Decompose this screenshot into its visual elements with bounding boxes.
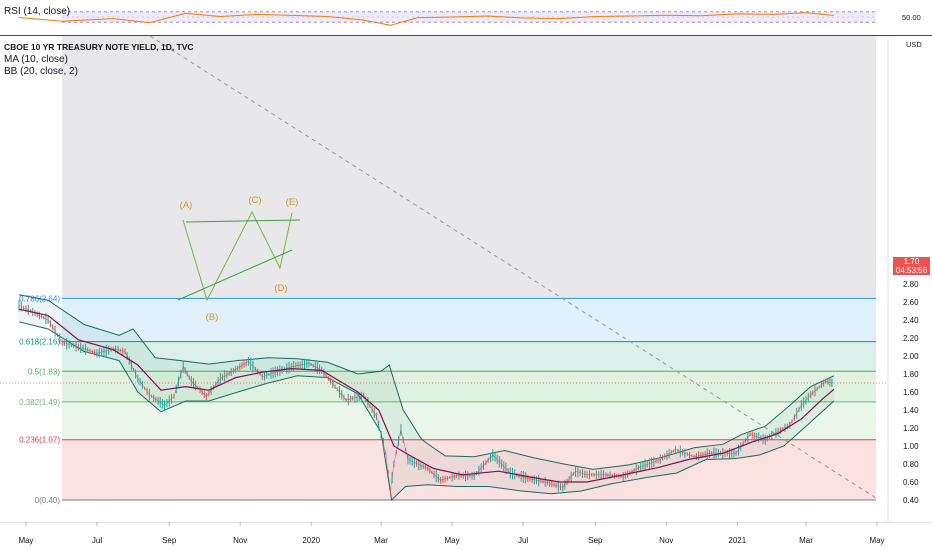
x-tick-label: Jul	[518, 536, 528, 545]
wave-trendline-upper	[185, 219, 301, 223]
wave-label: (D)	[274, 283, 287, 294]
wave-lines	[182, 210, 293, 302]
fib-level-label: 0.236(1.07)	[19, 436, 60, 445]
rsi-level-label: 50.00	[902, 13, 921, 22]
rsi-line	[18, 12, 834, 26]
x-tick-label: Sep	[588, 536, 603, 545]
fib-level-label: 0.382(1.49)	[19, 398, 60, 407]
x-tick-label: May	[869, 536, 884, 545]
wave-label: (C)	[248, 195, 261, 206]
x-tick-label: 2021	[728, 536, 746, 545]
y-tick-label: 1.60	[903, 388, 919, 397]
bollinger-band-fill	[19, 294, 834, 500]
y-tick-label: 0.40	[903, 496, 919, 505]
wave-trendline	[177, 249, 293, 301]
countdown-tag: 04:53:56	[893, 266, 930, 275]
y-tick-label: 1.80	[903, 370, 919, 379]
fib-level-label: 0.618(2.16)	[19, 338, 60, 347]
legend-bb[interactable]: BB (20, close, 2)	[4, 66, 78, 77]
chart-title[interactable]: CBOE 10 YR TREASURY NOTE YIELD, 1D, TVC	[4, 42, 194, 52]
y-tick-label: 1.00	[903, 442, 919, 451]
rsi-title[interactable]: RSI (14, close)	[4, 6, 71, 17]
y-tick-label: 2.20	[903, 334, 919, 343]
x-tick-label: May	[445, 536, 460, 545]
last-price-tag: 1.70	[893, 257, 930, 266]
price-axis-bg	[888, 36, 932, 522]
fib-zone	[62, 298, 876, 342]
wave-label: (E)	[286, 197, 299, 208]
x-tick-label: Mar	[374, 536, 388, 545]
y-tick-label: 2.60	[903, 298, 919, 307]
rsi-pane-bg	[0, 0, 932, 35]
fib-zone	[62, 401, 876, 440]
fib-zone	[62, 341, 876, 372]
y-tick-label: 1.20	[903, 424, 919, 433]
x-tick-label: 2020	[302, 536, 320, 545]
price-line	[18, 305, 834, 492]
y-tick-label: 2.80	[903, 280, 919, 289]
moving-average-line	[18, 308, 835, 483]
y-tick-label: 0.60	[903, 478, 919, 487]
x-tick-label: Nov	[659, 536, 673, 545]
x-tick-label: Nov	[233, 536, 247, 545]
bollinger-lower-line	[18, 321, 835, 502]
currency-label: USD	[906, 40, 922, 49]
legend-ma[interactable]: MA (10, close)	[4, 54, 68, 65]
wave-label: (A)	[180, 200, 193, 211]
fib-level-label: 0.5(1.83)	[28, 367, 60, 376]
x-tick-label: Mar	[799, 536, 813, 545]
y-tick-label: 1.40	[903, 406, 919, 415]
y-tick-label: 0.80	[903, 460, 919, 469]
bollinger-upper-line	[18, 294, 835, 470]
y-tick-label: 2.00	[903, 352, 919, 361]
x-tick-label: Sep	[162, 536, 177, 545]
fib-zone	[62, 36, 876, 299]
y-tick-label: 2.40	[903, 316, 919, 325]
x-tick-label: Jul	[92, 536, 102, 545]
wave-label: (B)	[206, 312, 219, 323]
x-tick-label: May	[18, 536, 33, 545]
fib-level-label: 0(0.40)	[35, 496, 61, 505]
